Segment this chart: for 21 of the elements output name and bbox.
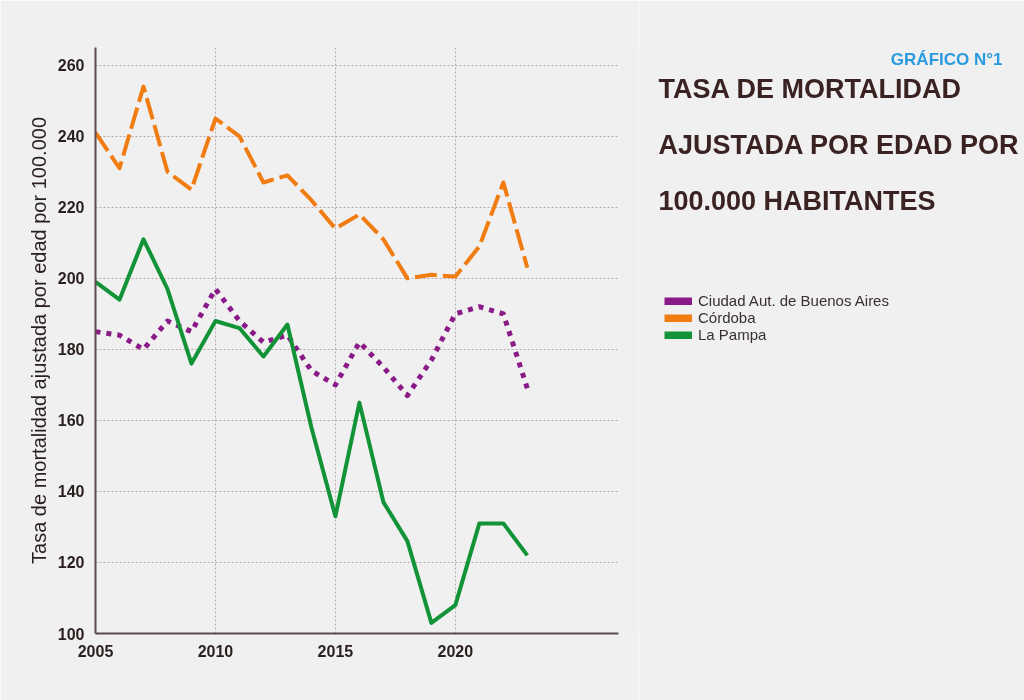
y-tick-label: 200 xyxy=(57,270,85,288)
y-tick-label: 120 xyxy=(57,554,85,572)
x-tick-label: 2005 xyxy=(77,642,114,660)
y-tick-label: 100 xyxy=(57,625,85,643)
y-tick-label: 240 xyxy=(57,128,85,146)
text: TASA DE MORTALIDAD AJUSTADA POR EDAD POR 100.000 HABITANTES xyxy=(658,73,1019,216)
y-tick-label: 160 xyxy=(57,412,85,430)
x-tick-label: 2020 xyxy=(437,642,474,660)
x-tick-label: 2010 xyxy=(197,642,234,660)
y-tick-label: 180 xyxy=(57,341,85,359)
legend-label: Ciudad Aut. de Buenos Aires xyxy=(698,292,889,309)
y-tick-label: 220 xyxy=(57,199,85,217)
y-tick-label: 260 xyxy=(57,57,85,75)
line-series xyxy=(95,84,530,281)
legend-label: Córdoba xyxy=(698,309,756,326)
y-axis-title: Tasa de mortalidad ajustada por edad por 100.000 xyxy=(27,117,50,564)
line-series xyxy=(95,237,530,625)
legend-label: La Pampa xyxy=(698,326,767,343)
x-tick-label: 2015 xyxy=(317,642,354,660)
text: GRÁFICO N°1 xyxy=(890,50,1003,69)
y-tick-label: 140 xyxy=(57,483,85,501)
